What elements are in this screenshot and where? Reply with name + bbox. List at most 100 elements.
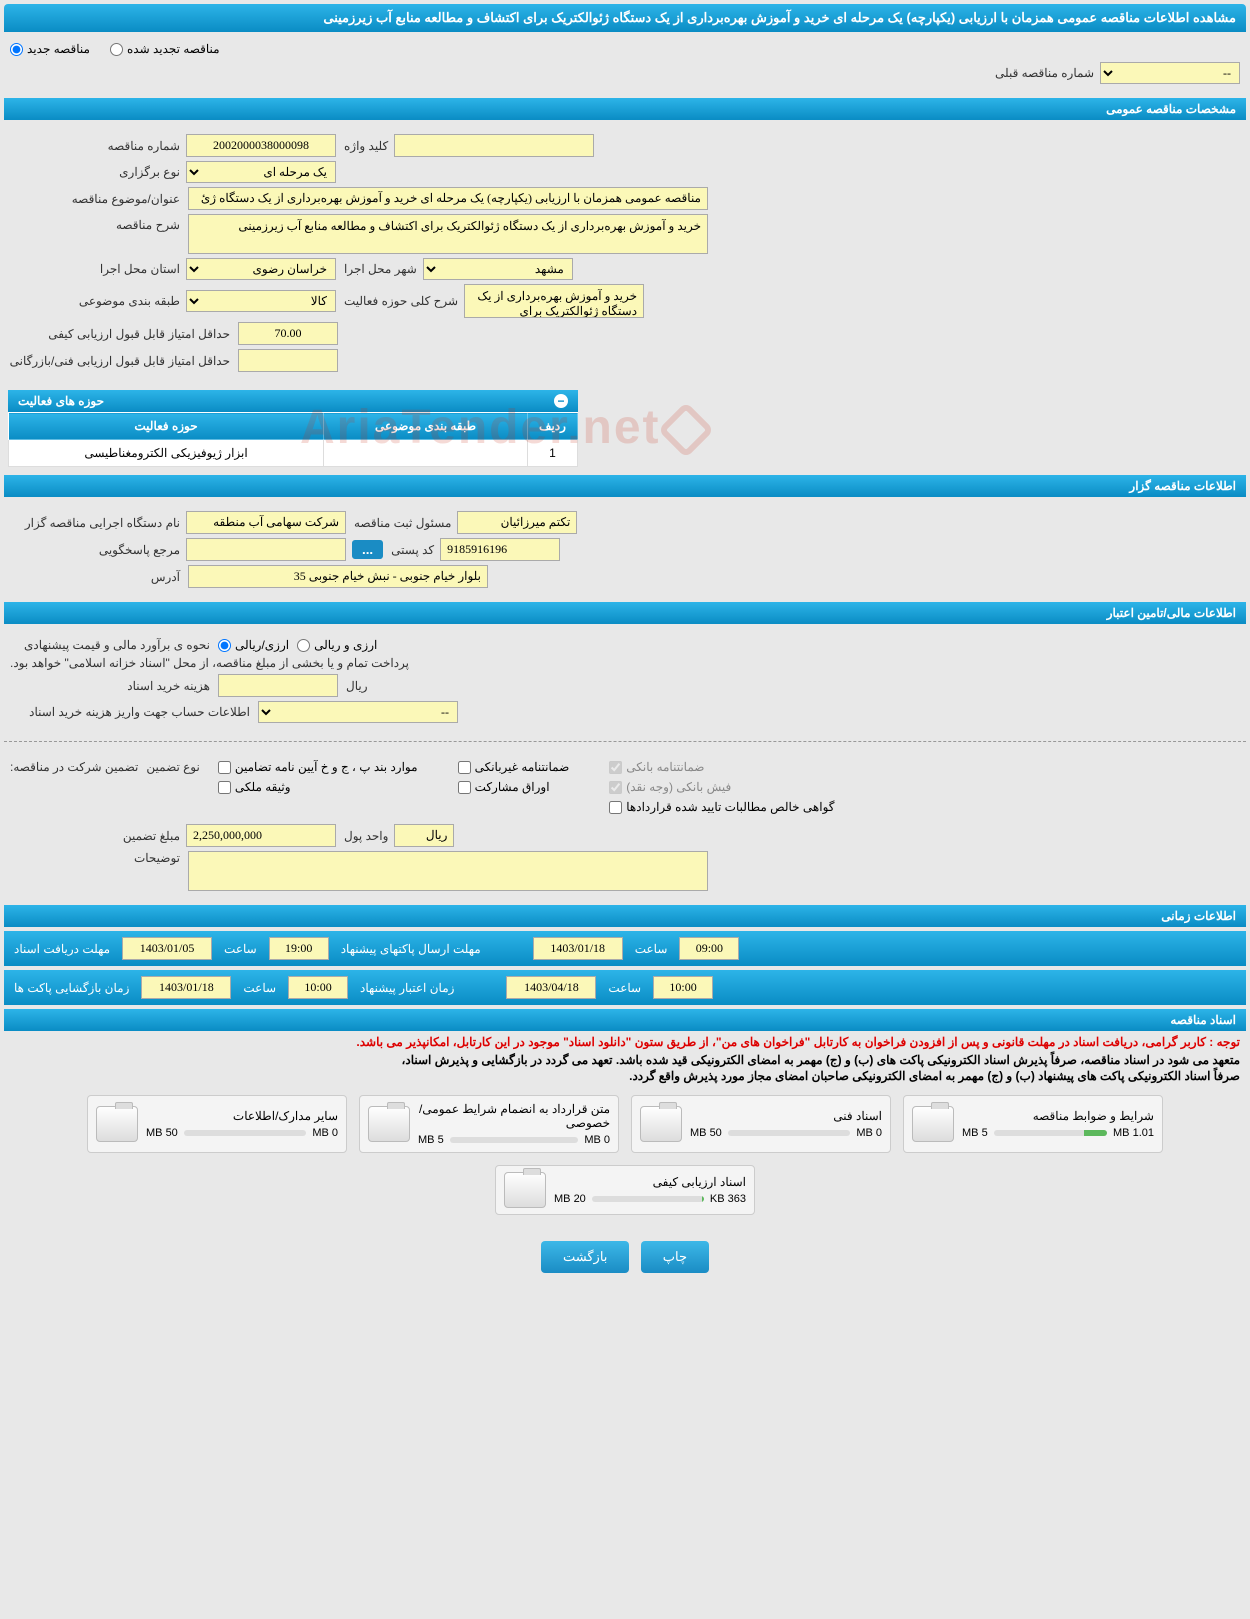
notice-black-1: متعهد می شود در اسناد مناقصه، صرفاً پذیر… <box>10 1053 1240 1067</box>
postal-label: کد پستی <box>391 543 434 557</box>
min-quality-input[interactable] <box>238 322 338 345</box>
doc-title: اسناد فنی <box>690 1109 882 1123</box>
radio-new-tender[interactable]: مناقصه جدید <box>10 42 90 56</box>
check-contract-claims[interactable]: گواهی خالص مطالبات تایید شده قراردادها <box>609 800 834 814</box>
submit-deadline-time[interactable] <box>679 937 739 960</box>
province-select[interactable]: خراسان رضوی <box>186 258 336 280</box>
opening-date[interactable] <box>141 976 231 999</box>
radio-currency-rial[interactable]: ارزی/ریالی <box>218 638 289 652</box>
folder-icon <box>912 1106 954 1142</box>
doc-deadline-time-label: ساعت <box>224 942 257 956</box>
guarantee-notes-textarea[interactable] <box>188 851 708 891</box>
opening-time[interactable] <box>288 976 348 999</box>
executor-input[interactable] <box>186 511 346 534</box>
doc-title: سایر مدارک/اطلاعات <box>146 1109 338 1123</box>
submit-deadline-date[interactable] <box>533 937 623 960</box>
col-activity: حوزه فعالیت <box>9 413 324 440</box>
validity-time[interactable] <box>653 976 713 999</box>
check-bank-guarantee[interactable]: ضمانتنامه بانکی <box>609 760 834 774</box>
responsible-input[interactable] <box>457 511 577 534</box>
doc-used: 0 MB <box>856 1127 882 1139</box>
col-category: طبقه بندی موضوعی <box>324 413 528 440</box>
doc-bar <box>728 1130 851 1136</box>
opening-time-label: ساعت <box>243 981 276 995</box>
contact-lookup-button[interactable]: ... <box>352 540 383 559</box>
collapse-icon[interactable]: − <box>554 394 568 408</box>
postal-input[interactable] <box>440 538 560 561</box>
doc-card[interactable]: متن قرارداد به انضمام شرایط عمومی/خصوصی5… <box>359 1095 619 1153</box>
radio-currency-both[interactable]: ارزی و ریالی <box>297 638 377 652</box>
doc-used: 0 MB <box>312 1127 338 1139</box>
tender-number-input[interactable] <box>186 134 336 157</box>
address-label: آدرس <box>10 570 180 584</box>
cell-category <box>324 440 528 467</box>
min-tech-label: حداقل امتیاز قابل قبول ارزیابی فنی/بازرگ… <box>10 354 230 368</box>
folder-icon <box>368 1106 410 1142</box>
doc-bar <box>184 1130 307 1136</box>
guarantee-notes-label: توضیحات <box>10 851 180 865</box>
folder-icon <box>640 1106 682 1142</box>
prev-number-select[interactable]: -- <box>1100 62 1240 84</box>
keyword-input[interactable] <box>394 134 594 157</box>
submit-deadline-time-label: ساعت <box>635 942 668 956</box>
description-textarea[interactable] <box>188 214 708 254</box>
address-input[interactable] <box>188 565 488 588</box>
check-regulation-items[interactable]: موارد بند پ ، ج و خ آیین نامه تضامین <box>218 760 418 774</box>
doc-cost-input[interactable] <box>218 674 338 697</box>
page-title-bar: مشاهده اطلاعات مناقصه عمومی همزمان با ار… <box>4 4 1246 32</box>
print-button[interactable]: چاپ <box>641 1241 709 1273</box>
radio-renewed-tender-input[interactable] <box>110 43 123 56</box>
doc-total: 20 MB <box>554 1193 586 1205</box>
back-button[interactable]: بازگشت <box>541 1241 629 1273</box>
radio-renewed-tender[interactable]: مناقصه تجدید شده <box>110 42 220 56</box>
validity-time-label: ساعت <box>608 981 641 995</box>
check-property-deposit[interactable]: وثیقه ملکی <box>218 780 418 794</box>
subject-input[interactable] <box>188 187 708 210</box>
doc-card[interactable]: اسناد ارزیابی کیفی20 MB363 KB <box>495 1165 755 1215</box>
guarantee-unit-label: واحد پول <box>344 829 388 843</box>
min-tech-input[interactable] <box>238 349 338 372</box>
activities-header: حوزه های فعالیت − <box>8 390 578 412</box>
guarantee-amount-label: مبلغ تضمین <box>10 829 180 843</box>
doc-deadline-time[interactable] <box>269 937 329 960</box>
doc-title: متن قرارداد به انضمام شرایط عمومی/خصوصی <box>418 1102 610 1130</box>
activity-desc-textarea[interactable] <box>464 284 644 318</box>
cell-activity: ابزار ژیوفیزیکی الکترومغناطیسی <box>9 440 324 467</box>
check-nonbank-guarantee[interactable]: ضمانتنامه غیربانکی <box>458 760 570 774</box>
check-bonds[interactable]: اوراق مشارکت <box>458 780 570 794</box>
check-bank-receipt[interactable]: فیش بانکی (وجه نقد) <box>609 780 834 794</box>
doc-total: 5 MB <box>962 1127 988 1139</box>
timing-row-2: زمان بازگشایی پاکت ها ساعت زمان اعتبار پ… <box>4 970 1246 1005</box>
activities-table: ردیف طبقه بندی موضوعی حوزه فعالیت 1 ابزا… <box>8 412 578 467</box>
doc-card[interactable]: شرایط و ضوابط مناقصه5 MB1.01 MB <box>903 1095 1163 1153</box>
radio-currency-rial-input[interactable] <box>218 639 231 652</box>
doc-deadline-date[interactable] <box>122 937 212 960</box>
guarantee-unit-input[interactable] <box>394 824 454 847</box>
estimate-label: نحوه ی برآورد مالی و قیمت پیشنهادی <box>10 638 210 652</box>
account-label: اطلاعات حساب جهت واریز هزینه خرید اسناد <box>10 705 250 719</box>
validity-date[interactable] <box>506 976 596 999</box>
description-label: شرح مناقصه <box>10 214 180 232</box>
keyword-label: کلید واژه <box>344 139 388 153</box>
doc-card[interactable]: سایر مدارک/اطلاعات50 MB0 MB <box>87 1095 347 1153</box>
category-select[interactable]: کالا <box>186 290 336 312</box>
account-select[interactable]: -- <box>258 701 458 723</box>
folder-icon <box>504 1172 546 1208</box>
doc-cost-label: هزینه خرید اسناد <box>10 679 210 693</box>
activities-title: حوزه های فعالیت <box>18 394 104 408</box>
city-label: شهر محل اجرا <box>344 262 417 276</box>
col-row: ردیف <box>528 413 578 440</box>
doc-bar <box>994 1130 1107 1136</box>
guarantee-amount-input[interactable] <box>186 824 336 847</box>
contact-input[interactable] <box>186 538 346 561</box>
doc-title: شرایط و ضوابط مناقصه <box>962 1109 1154 1123</box>
doc-used: 363 KB <box>710 1193 746 1205</box>
button-row: چاپ بازگشت <box>0 1225 1250 1289</box>
city-select[interactable]: مشهد <box>423 258 573 280</box>
executor-label: نام دستگاه اجرایی مناقصه گزار <box>10 516 180 530</box>
radio-currency-both-input[interactable] <box>297 639 310 652</box>
notice-red: توجه : کاربر گرامی، دریافت اسناد در مهلت… <box>10 1035 1240 1049</box>
doc-card[interactable]: اسناد فنی50 MB0 MB <box>631 1095 891 1153</box>
holding-type-select[interactable]: یک مرحله ای <box>186 161 336 183</box>
radio-new-tender-input[interactable] <box>10 43 23 56</box>
